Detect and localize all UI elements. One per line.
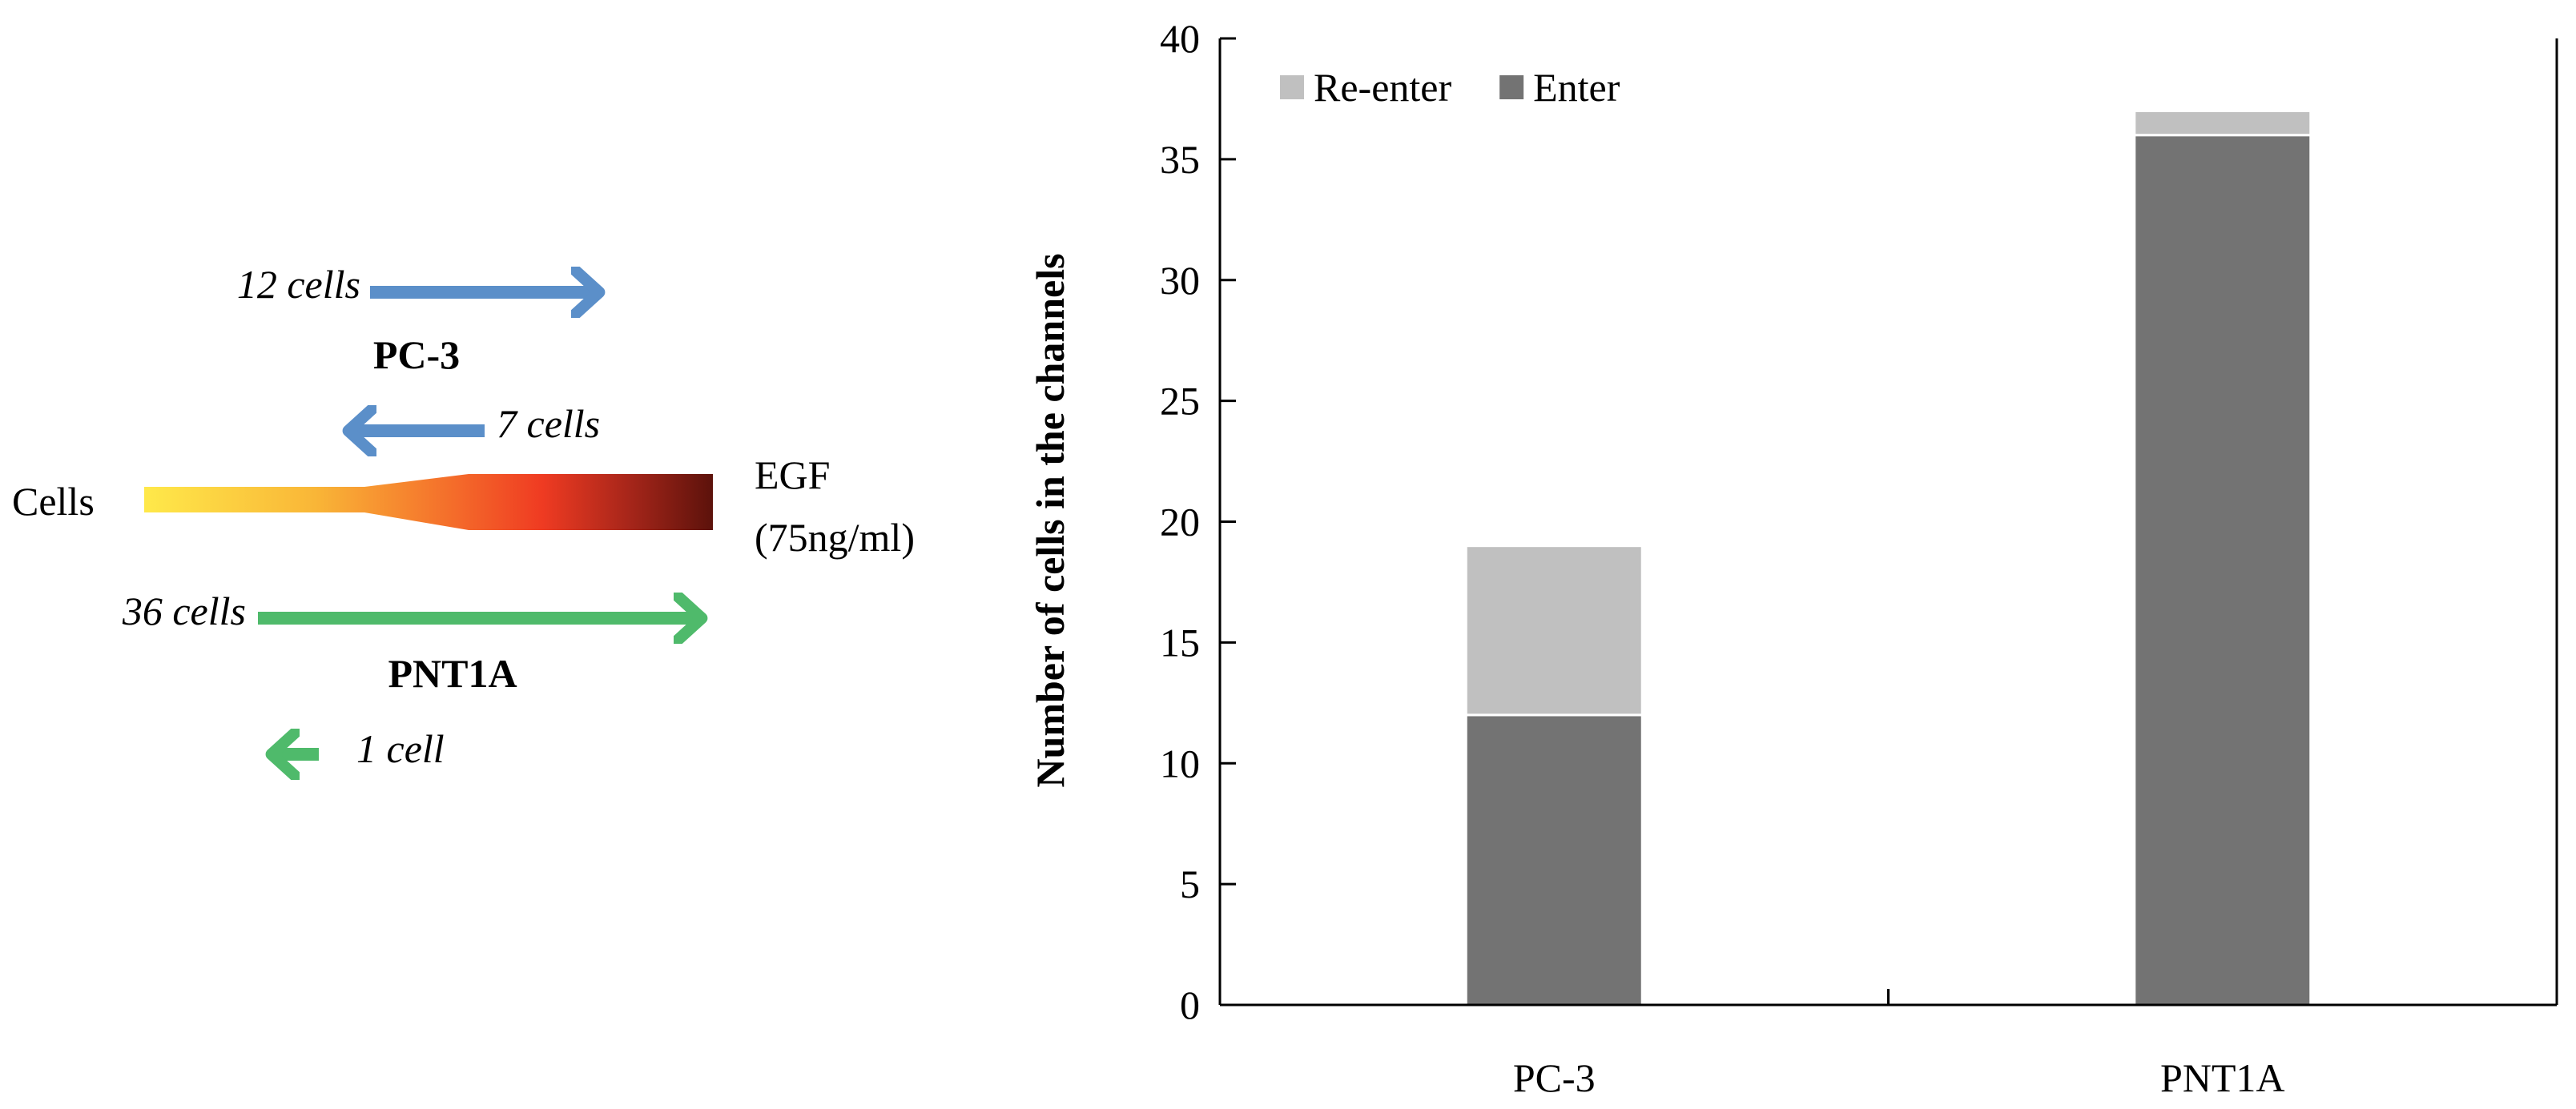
x-tick-label: PNT1A xyxy=(2160,1055,2285,1100)
pnt1a-label: PNT1A xyxy=(388,651,517,696)
pnt1a-forward-count: 36 cells xyxy=(122,589,246,633)
bar-enter-pnt1a xyxy=(2133,134,2312,1007)
y-axis-title: Number of cells in the channels xyxy=(1028,253,1073,787)
y-tick-label: 35 xyxy=(1160,137,1200,182)
y-ticks: 0 5 10 15 20 25 30 35 40 xyxy=(1160,16,1236,1027)
legend-label: Re-enter xyxy=(1314,65,1451,110)
channel-cells-label: Cells xyxy=(12,479,95,524)
bar-re-enter-pnt1a xyxy=(2133,110,2312,137)
bar-enter-pc-3 xyxy=(1464,713,1644,1007)
legend-swatch xyxy=(1499,75,1524,99)
y-tick-label: 25 xyxy=(1160,379,1200,424)
legend: Re-enter Enter xyxy=(1280,65,1620,110)
channel-gradient xyxy=(144,474,713,530)
migration-diagram: 12 cells PC-3 7 cells Cells EGF (75ng/ml… xyxy=(12,262,915,771)
x-ticks: PC-3 PNT1A xyxy=(1513,989,2285,1100)
bar-chart: 0 5 10 15 20 25 30 35 40 PC-3 PNT1A Number of cel… xyxy=(1028,16,2558,1100)
x-tick-label: PC-3 xyxy=(1513,1055,1596,1100)
legend-swatch xyxy=(1280,75,1304,99)
y-tick-label: 5 xyxy=(1180,862,1200,906)
y-tick-label: 20 xyxy=(1160,500,1200,544)
bar-re-enter-pc-3 xyxy=(1464,544,1644,717)
y-tick-label: 30 xyxy=(1160,258,1200,303)
channel-egf-label: EGF xyxy=(755,452,830,497)
y-tick-label: 15 xyxy=(1160,620,1200,665)
pc3-forward-count: 12 cells xyxy=(237,262,360,307)
pc3-backward-count: 7 cells xyxy=(497,401,600,446)
bars xyxy=(1464,110,2312,1007)
y-tick-label: 10 xyxy=(1160,741,1200,786)
channel-egf-concentration: (75ng/ml) xyxy=(755,515,915,560)
pc3-label: PC-3 xyxy=(373,332,460,377)
legend-label: Enter xyxy=(1533,65,1620,110)
pnt1a-backward-count: 1 cell xyxy=(356,726,445,771)
y-tick-label: 0 xyxy=(1180,982,1200,1027)
y-tick-label: 40 xyxy=(1160,16,1200,61)
